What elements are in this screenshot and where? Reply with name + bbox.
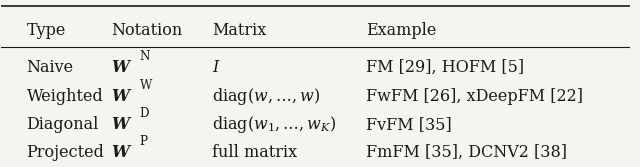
Text: FM [29], HOFM [5]: FM [29], HOFM [5]	[366, 59, 524, 76]
Text: FvFM [35]: FvFM [35]	[366, 116, 452, 133]
Text: full matrix: full matrix	[212, 144, 297, 161]
Text: Notation: Notation	[111, 22, 182, 39]
Text: Weighted: Weighted	[26, 88, 103, 105]
Text: $\boldsymbol{W}$: $\boldsymbol{W}$	[111, 59, 132, 76]
Text: FwFM [26], xDeepFM [22]: FwFM [26], xDeepFM [22]	[366, 88, 583, 105]
Text: Diagonal: Diagonal	[26, 116, 99, 133]
Text: D: D	[140, 107, 149, 120]
Text: $\boldsymbol{W}$: $\boldsymbol{W}$	[111, 88, 132, 105]
Text: Matrix: Matrix	[212, 22, 266, 39]
Text: N: N	[140, 50, 150, 63]
Text: Projected: Projected	[26, 144, 104, 161]
Text: $\boldsymbol{\mathit{I}}$: $\boldsymbol{\mathit{I}}$	[212, 59, 221, 75]
Text: Naive: Naive	[26, 59, 74, 76]
Text: Type: Type	[26, 22, 66, 39]
Text: FmFM [35], DCNV2 [38]: FmFM [35], DCNV2 [38]	[366, 144, 567, 161]
Text: Example: Example	[366, 22, 436, 39]
Text: W: W	[140, 79, 152, 93]
Text: $\boldsymbol{W}$: $\boldsymbol{W}$	[111, 116, 132, 133]
Text: P: P	[140, 135, 148, 148]
Text: $\mathrm{diag}(w_1,\ldots,w_K)$: $\mathrm{diag}(w_1,\ldots,w_K)$	[212, 114, 337, 135]
Text: $\mathrm{diag}(w,\ldots,w)$: $\mathrm{diag}(w,\ldots,w)$	[212, 86, 320, 107]
Text: $\boldsymbol{W}$: $\boldsymbol{W}$	[111, 144, 132, 161]
